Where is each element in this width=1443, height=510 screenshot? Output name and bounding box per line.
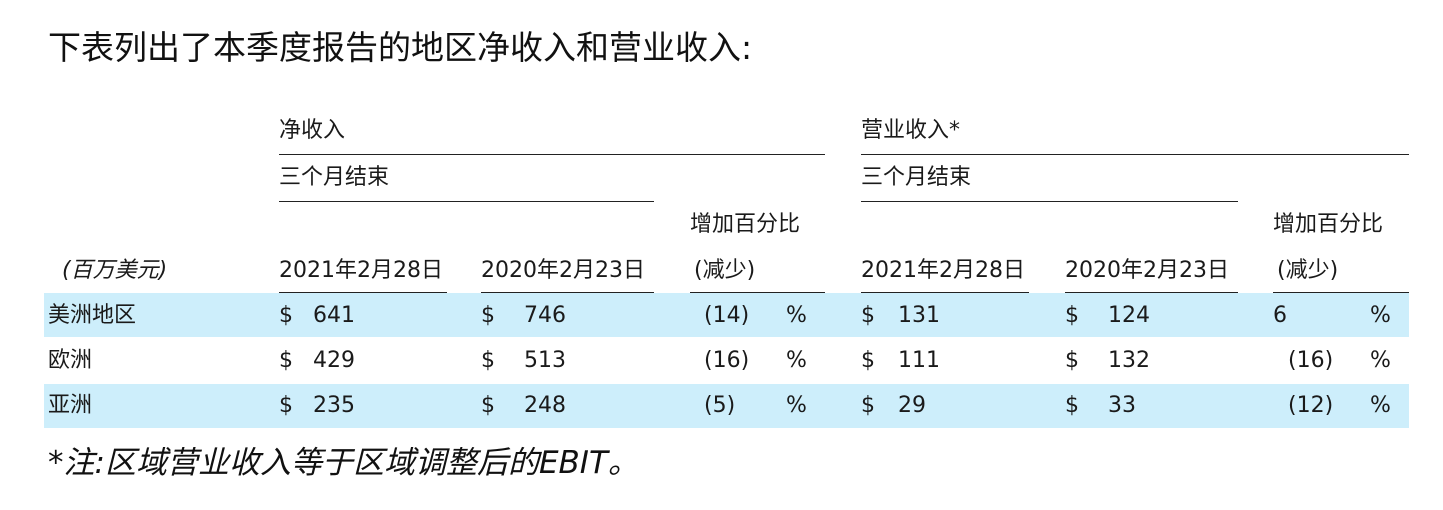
currency-symbol: $	[861, 348, 875, 373]
op-pct-value: (16)	[1288, 348, 1334, 373]
net-pct-header-line1: 增加百分比	[690, 212, 801, 237]
op-pct-value: (12)	[1288, 393, 1334, 418]
net-col1-rule	[279, 292, 447, 293]
op-pct-value: 6	[1273, 303, 1287, 328]
page-title: 下表列出了本季度报告的地区净收入和营业收入:	[48, 28, 753, 67]
net-2020-value: 248	[524, 393, 566, 418]
net-revenue-group-rule	[279, 154, 825, 155]
net-2021-value: 429	[313, 348, 355, 373]
currency-symbol: $	[279, 303, 293, 328]
net-col2-rule	[481, 292, 654, 293]
currency-symbol: $	[481, 393, 495, 418]
net-col2-header: 2020年2月23日	[481, 258, 645, 283]
op-col1-header: 2021年2月28日	[861, 258, 1025, 283]
net-2020-value: 746	[524, 303, 566, 328]
currency-symbol: $	[861, 393, 875, 418]
footnote: *注:区域营业收入等于区域调整后的EBIT。	[48, 445, 639, 481]
op-col2-header: 2020年2月23日	[1065, 258, 1229, 283]
percent-symbol: %	[786, 303, 807, 328]
region-label: 美洲地区	[48, 303, 137, 328]
percent-symbol: %	[786, 348, 807, 373]
currency-symbol: $	[1065, 303, 1079, 328]
op-2020-value: 132	[1108, 348, 1150, 373]
op-2021-value: 29	[898, 393, 926, 418]
op-2020-value: 33	[1108, 393, 1136, 418]
currency-symbol: $	[481, 348, 495, 373]
percent-symbol: %	[1370, 348, 1391, 373]
net-pct-value: (5)	[704, 393, 736, 418]
net-pct-value: (16)	[704, 348, 750, 373]
row-band-3	[44, 384, 1409, 428]
operating-income-group-rule	[861, 154, 1409, 155]
operating-income-period-rule	[861, 201, 1238, 202]
net-revenue-period-label: 三个月结束	[279, 165, 390, 190]
net-2021-value: 641	[313, 303, 355, 328]
op-pct-header-line2: (减少)	[1277, 258, 1339, 283]
currency-symbol: $	[1065, 348, 1079, 373]
op-pct-header-line1: 增加百分比	[1273, 212, 1384, 237]
percent-symbol: %	[786, 393, 807, 418]
currency-symbol: $	[1065, 393, 1079, 418]
row-band-1	[44, 293, 1409, 337]
currency-symbol: $	[481, 303, 495, 328]
op-col2-rule	[1065, 292, 1238, 293]
percent-symbol: %	[1370, 303, 1391, 328]
op-col1-rule	[861, 292, 1029, 293]
op-2021-value: 131	[898, 303, 940, 328]
operating-income-period-label: 三个月结束	[861, 165, 972, 190]
currency-symbol: $	[861, 303, 875, 328]
net-2021-value: 235	[313, 393, 355, 418]
region-label: 欧洲	[48, 348, 93, 373]
region-label: 亚洲	[48, 393, 93, 418]
percent-symbol: %	[1370, 393, 1391, 418]
net-col1-header: 2021年2月28日	[279, 258, 443, 283]
op-2021-value: 111	[898, 348, 940, 373]
net-revenue-period-rule	[279, 201, 654, 202]
currency-symbol: $	[279, 348, 293, 373]
units-label: (百万美元)	[62, 258, 168, 283]
currency-symbol: $	[279, 393, 293, 418]
net-revenue-group-label: 净收入	[279, 118, 346, 143]
operating-income-group-label: 营业收入*	[861, 118, 961, 143]
net-2020-value: 513	[524, 348, 566, 373]
op-pct-rule	[1273, 292, 1409, 293]
net-pct-rule	[690, 292, 825, 293]
net-pct-header-line2: (减少)	[694, 258, 756, 283]
op-2020-value: 124	[1108, 303, 1150, 328]
net-pct-value: (14)	[704, 303, 750, 328]
